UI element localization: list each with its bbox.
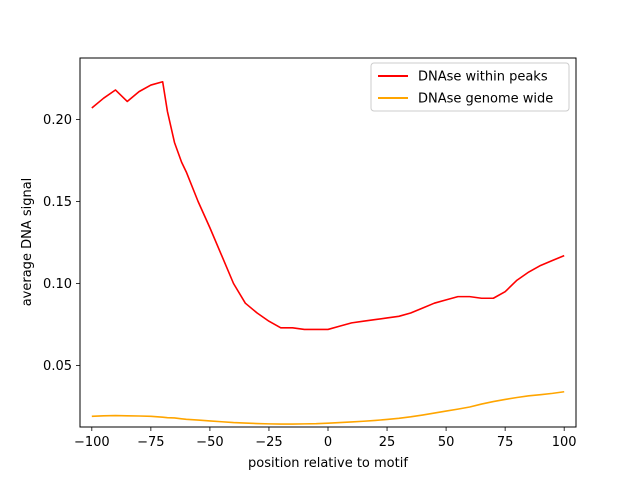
x-tick-label: 0 <box>324 435 332 450</box>
x-axis-label: position relative to motif <box>248 456 408 471</box>
y-axis-label: average DNA signal <box>20 178 35 307</box>
x-tick-label: 50 <box>438 435 455 450</box>
x-tick-label: 100 <box>552 435 577 450</box>
plot-lines <box>91 80 565 425</box>
x-tick-label: 25 <box>379 435 396 450</box>
x-tick-label: −100 <box>74 435 110 450</box>
legend: DNAse within peaks DNAse genome wide <box>370 62 570 112</box>
y-tick-label: 0.20 <box>43 113 72 128</box>
legend-label-dnase-peaks: DNAse within peaks <box>418 70 548 85</box>
series-line-dnase-genome <box>91 390 565 425</box>
x-axis-ticks: −100 −75 −50 −25 0 25 50 75 100 <box>74 427 577 450</box>
legend-box <box>370 62 570 112</box>
series-line-dnase-peaks <box>91 80 565 331</box>
y-tick-label: 0.15 <box>43 195 72 210</box>
x-tick-label: 75 <box>497 435 514 450</box>
legend-label-dnase-genome: DNAse genome wide <box>418 92 553 107</box>
y-axis-ticks: 0.05 0.10 0.15 0.20 <box>43 113 80 374</box>
x-tick-label: −25 <box>255 435 282 450</box>
x-tick-label: −75 <box>137 435 164 450</box>
y-tick-label: 0.05 <box>43 359 72 374</box>
x-tick-label: −50 <box>196 435 223 450</box>
y-tick-label: 0.10 <box>43 277 72 292</box>
